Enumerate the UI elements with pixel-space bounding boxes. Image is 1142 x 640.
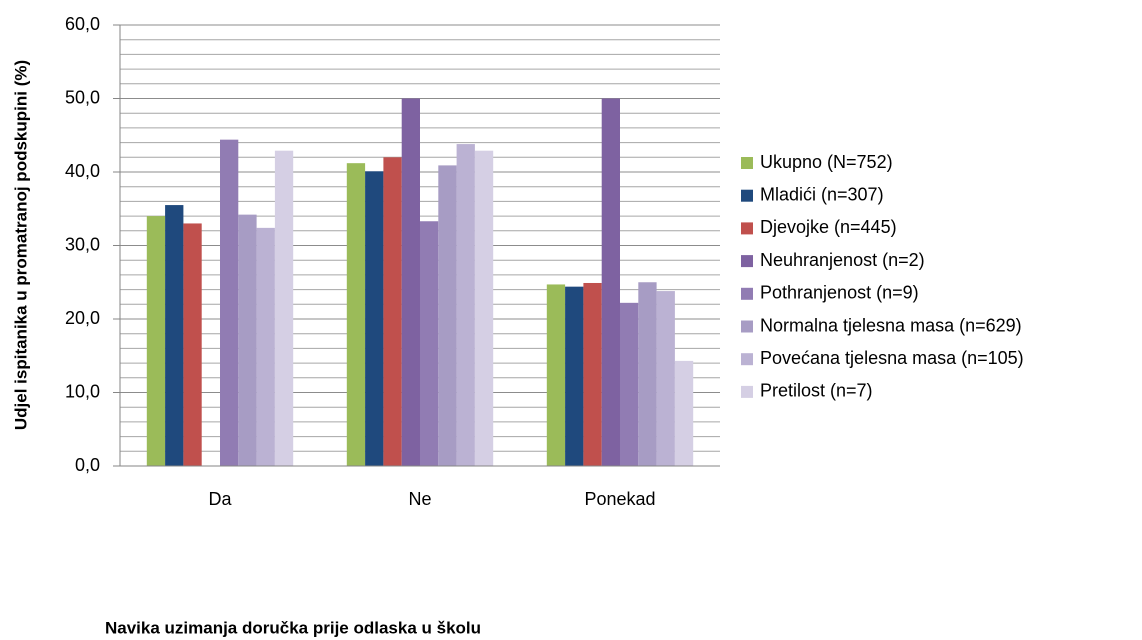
y-tick-label: 60,0 [65, 14, 100, 34]
y-axis-title: Udjel ispitanika u promatranoj podskupin… [11, 60, 30, 430]
legend-swatch [741, 287, 753, 300]
x-axis-title: Navika uzimanja doručka prije odlaska u … [105, 618, 481, 637]
y-tick-label: 20,0 [65, 308, 100, 328]
bar [220, 139, 239, 466]
bar [346, 163, 366, 466]
legend-swatch [741, 320, 753, 333]
bar [656, 291, 675, 466]
bar [620, 302, 639, 466]
legend-label: Pothranjenost (n=9) [760, 283, 919, 303]
bar [456, 144, 475, 466]
legend-swatch [741, 385, 753, 398]
bar [420, 221, 439, 466]
bar [401, 98, 420, 466]
y-tick-label: 50,0 [65, 87, 100, 107]
x-tick-label: Ponekad [584, 489, 655, 509]
y-tick-label: 40,0 [65, 161, 100, 181]
legend-label: Mladići (n=307) [760, 184, 884, 204]
bar [146, 216, 166, 466]
bar [638, 282, 657, 466]
bar [365, 171, 384, 466]
legend-swatch [741, 353, 753, 366]
bar [674, 360, 694, 466]
y-tick-label: 10,0 [65, 381, 100, 401]
bar [183, 223, 202, 466]
legend-swatch [741, 189, 753, 202]
bar [474, 150, 494, 466]
x-tick-label: Da [208, 489, 232, 509]
y-tick-label: 30,0 [65, 234, 100, 254]
legend-swatch [741, 157, 753, 169]
bar [546, 284, 566, 466]
y-tick-label: 0,0 [75, 455, 100, 475]
bar [256, 227, 275, 466]
legend-label: Pretilost (n=7) [760, 381, 873, 401]
x-tick-label: Ne [408, 489, 431, 509]
legend-label: Ukupno (N=752) [760, 152, 893, 172]
bar [565, 286, 584, 466]
bar [383, 157, 402, 467]
bar [438, 165, 457, 466]
legend-label: Djevojke (n=445) [760, 217, 897, 237]
legend-label: Neuhranjenost (n=2) [760, 250, 925, 270]
bar [238, 214, 257, 466]
bar [601, 98, 620, 466]
legend-swatch [741, 255, 753, 268]
bar [583, 282, 602, 466]
bar [165, 205, 184, 466]
legend-label: Normalna tjelesna masa (n=629) [760, 315, 1022, 335]
bar [274, 150, 294, 466]
legend-swatch [741, 222, 753, 235]
legend-label: Povećana tjelesna masa (n=105) [760, 348, 1024, 368]
